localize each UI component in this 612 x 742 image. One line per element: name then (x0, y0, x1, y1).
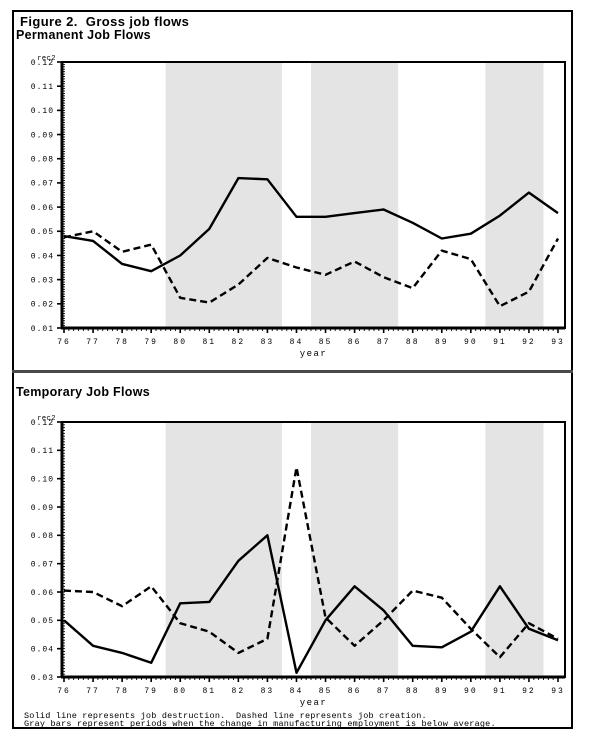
x-tick-label: 82 (232, 687, 246, 696)
x-tick-label: 86 (348, 338, 362, 347)
y-tick-label: 0.01 (31, 325, 54, 334)
job-destruction-line (63, 534, 559, 674)
footnote-line-1: Solid line represents job destruction. D… (24, 711, 427, 721)
x-tick-label: 92 (522, 687, 536, 696)
x-tick-label: 80 (173, 687, 187, 696)
x-tick-label: 78 (115, 687, 129, 696)
x-tick-label: 92 (522, 338, 536, 347)
recession-band (311, 422, 399, 676)
y-tick-label: 0.05 (31, 228, 54, 237)
y-tick-label: 0.08 (31, 156, 54, 165)
y-tick-label: 0.11 (31, 83, 54, 92)
x-tick-label: 90 (464, 687, 478, 696)
panel-divider (12, 370, 573, 373)
x-tick-label: 77 (86, 687, 100, 696)
y-tick-label: 0.07 (31, 560, 54, 569)
x-tick-label: 86 (348, 687, 362, 696)
job-creation-line (63, 466, 559, 659)
x-tick-label: 76 (57, 687, 71, 696)
x-tick-label: 80 (173, 338, 187, 347)
y-axis-label: rec2 (37, 55, 56, 63)
x-tick-label: 88 (406, 687, 420, 696)
x-axis-label: year (300, 698, 328, 708)
figure-border-box: Figure 2. Gross job flows Permanent Job … (12, 10, 573, 729)
recession-band (165, 62, 282, 327)
y-tick-label: 0.06 (31, 589, 54, 598)
x-tick-label: 85 (319, 687, 333, 696)
recession-band (485, 422, 544, 676)
job-destruction-line (63, 176, 559, 273)
y-tick-label: 0.11 (31, 447, 54, 456)
y-tick-label: 0.10 (31, 107, 54, 116)
x-tick-label: 90 (464, 338, 478, 347)
x-tick-label: 91 (493, 338, 507, 347)
y-tick-label: 0.08 (31, 532, 54, 541)
permanent-job-flows-chart: 0.12 0.11 0.10 0.09 0.08 0.07 0.06 0.05 0.04 0.03… (31, 55, 566, 359)
x-tick-label: 85 (319, 338, 333, 347)
x-tick-label: 93 (551, 338, 565, 347)
x-tick-label: 77 (86, 338, 100, 347)
panel-title-permanent: Permanent Job Flows (16, 28, 151, 42)
x-tick-label: 84 (290, 687, 304, 696)
x-axis-label: year (300, 349, 328, 359)
y-tick-label: 0.03 (31, 674, 54, 683)
y-tick-label: 0.03 (31, 276, 54, 285)
y-tick-label: 0.04 (31, 645, 54, 654)
x-tick-label: 83 (261, 338, 275, 347)
y-tick-label: 0.09 (31, 504, 54, 513)
y-tick-label: 0.12 (31, 419, 54, 428)
y-tick-label: 0.09 (31, 131, 54, 140)
recession-band (485, 62, 544, 327)
x-tick-label: 76 (57, 338, 71, 347)
x-tick-label: 81 (202, 338, 216, 347)
x-tick-label: 78 (115, 338, 129, 347)
y-tick-label: 0.05 (31, 617, 54, 626)
x-tick-label: 93 (551, 687, 565, 696)
y-tick-label: 0.02 (31, 301, 54, 310)
panel-title-temporary: Temporary Job Flows (16, 385, 150, 399)
x-tick-label: 89 (435, 687, 449, 696)
y-tick-label: 0.12 (31, 59, 54, 68)
x-tick-label: 79 (144, 338, 158, 347)
x-tick-label: 82 (232, 338, 246, 347)
x-tick-label: 79 (144, 687, 158, 696)
x-tick-label: 88 (406, 338, 420, 347)
x-tick-label: 83 (261, 687, 275, 696)
y-axis-label: rec2 (37, 415, 56, 423)
figure-title: Figure 2. Gross job flows (20, 14, 190, 29)
x-tick-label: 87 (377, 687, 391, 696)
recession-band (165, 422, 282, 676)
x-tick-label: 87 (377, 338, 391, 347)
x-tick-label: 84 (290, 338, 304, 347)
y-tick-label: 0.06 (31, 204, 54, 213)
x-tick-label: 81 (202, 687, 216, 696)
y-tick-label: 0.07 (31, 180, 54, 189)
footnote-line-2: Gray bars represent periods when the cha… (24, 719, 496, 729)
job-creation-line (63, 230, 560, 308)
y-tick-label: 0.10 (31, 475, 54, 484)
recession-band (311, 62, 399, 327)
y-tick-label: 0.04 (31, 252, 54, 261)
x-tick-label: 91 (493, 687, 507, 696)
temporary-job-flows-chart: 0.12 0.11 0.10 0.09 0.08 0.07 0.06 0.05 0.04 0.03… (31, 415, 566, 708)
x-tick-label: 89 (435, 338, 449, 347)
